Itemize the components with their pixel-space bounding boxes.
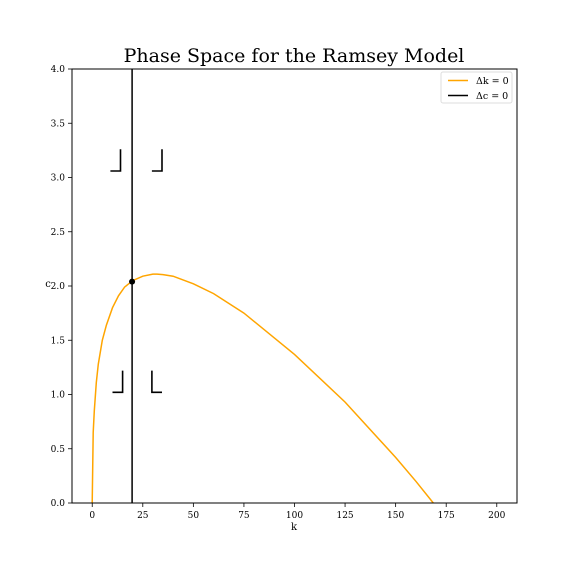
x-tick-label: 25: [137, 511, 149, 521]
plot-area: 0 25 50 75 100 125 150 175 200 0.0 0.5 1.0 1.5 2.0 2.5…: [51, 65, 518, 521]
y-tick-label: 1.5: [51, 336, 66, 346]
axes-frame: [71, 68, 518, 504]
legend-label-delta-c: Δc = 0: [476, 91, 508, 102]
series-delta-k-line: [91, 273, 434, 504]
legend-label-delta-k: Δk = 0: [476, 76, 509, 87]
x-axis-label: k: [291, 522, 298, 533]
direction-marker-upper-right: [151, 149, 163, 172]
x-tick-label: 75: [238, 511, 250, 521]
direction-marker-lower-left: [112, 370, 124, 394]
x-tick-label: 175: [438, 511, 455, 521]
x-tick-label: 200: [488, 511, 505, 521]
y-tick-label: 3.0: [51, 174, 66, 184]
x-tick-label: 125: [336, 511, 353, 521]
y-tick-label: 0.0: [51, 499, 66, 509]
y-tick-label: 0.5: [51, 445, 66, 455]
direction-marker-lower-right: [151, 370, 162, 394]
y-tick-label: 1.0: [51, 391, 66, 401]
y-axis-label: c: [45, 279, 51, 290]
y-tick-label: 2.0: [51, 282, 66, 292]
y-tick-label: 4.0: [51, 65, 66, 75]
x-tick-label: 150: [387, 511, 404, 521]
x-tick-label: 100: [286, 511, 303, 521]
steady-state-point: [129, 278, 136, 285]
x-tick-label: 0: [89, 511, 95, 521]
chart-title: Phase Space for the Ramsey Model: [124, 45, 465, 67]
legend: Δk = 0 Δc = 0: [440, 71, 513, 104]
y-tick-label: 3.5: [51, 119, 66, 129]
direction-marker-upper-left: [110, 149, 122, 172]
y-tick-label: 2.5: [51, 228, 66, 238]
x-tick-label: 50: [188, 511, 200, 521]
